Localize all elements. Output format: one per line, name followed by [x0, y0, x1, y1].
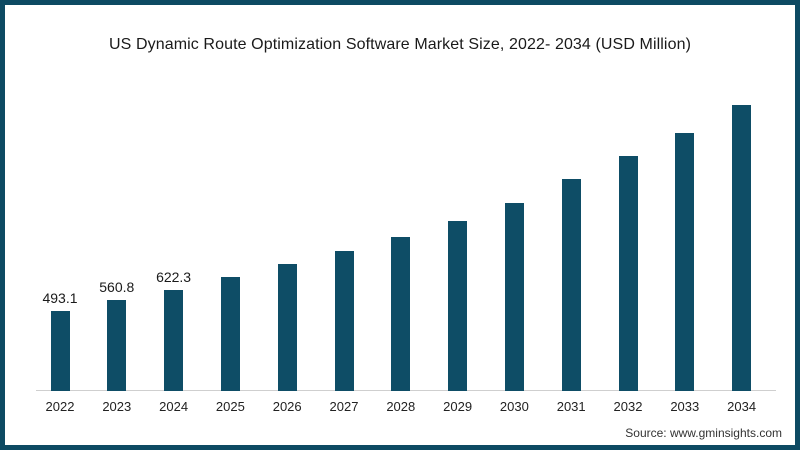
chart-title: US Dynamic Route Optimization Software M…	[108, 36, 692, 53]
bar-2022	[50, 310, 70, 391]
source-attribution: Source: www.gminsights.com	[625, 426, 782, 440]
x-tick-label-2024: 2024	[159, 399, 189, 414]
bar-value-label-2023: 560.8	[99, 278, 135, 295]
x-tick-label-2033: 2033	[670, 399, 700, 414]
bar-2029	[448, 220, 468, 391]
x-tick-label-2023: 2023	[102, 399, 132, 414]
bar-2033	[675, 133, 695, 391]
bar-2032	[618, 156, 638, 391]
x-tick-label-2025: 2025	[215, 399, 245, 414]
bar-value-label-2024: 622.3	[156, 268, 192, 285]
x-tick-label-2027: 2027	[329, 399, 359, 414]
x-tick-label-2029: 2029	[443, 399, 473, 414]
x-tick-label-2026: 2026	[272, 399, 302, 414]
bar-value-label-2022: 493.1	[42, 289, 78, 306]
bar-2028	[391, 236, 411, 391]
bar-2027	[334, 250, 354, 391]
x-tick-label-2032: 2032	[613, 399, 643, 414]
bar-2023	[107, 299, 127, 391]
bar-2031	[561, 179, 581, 391]
x-tick-label-2034: 2034	[727, 399, 757, 414]
x-tick-label-2031: 2031	[556, 399, 586, 414]
x-tick-label-2028: 2028	[386, 399, 416, 414]
bar-2034	[732, 104, 752, 391]
bar-2026	[277, 263, 297, 391]
bar-2030	[504, 202, 524, 391]
x-tick-label-2030: 2030	[499, 399, 529, 414]
x-tick-label-2022: 2022	[45, 399, 75, 414]
bar-2025	[220, 276, 240, 391]
bar-2024	[164, 289, 184, 391]
